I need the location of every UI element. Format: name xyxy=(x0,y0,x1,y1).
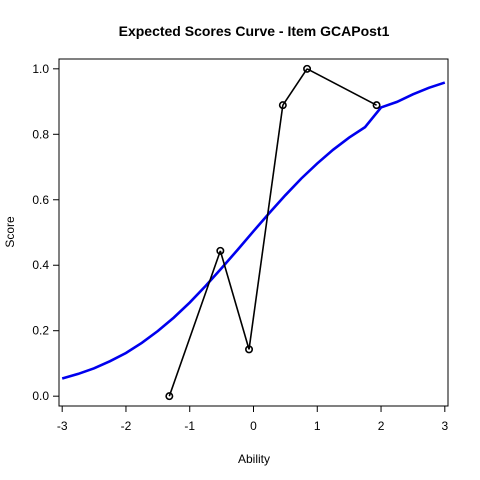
observed-segment xyxy=(219,250,250,350)
expected-score-curve xyxy=(61,81,446,380)
observed-segment xyxy=(306,68,377,106)
chart-title: Expected Scores Curve - Item GCAPost1 xyxy=(119,23,390,39)
x-tick-label: 1 xyxy=(314,419,321,433)
x-tick-label: 3 xyxy=(441,419,448,433)
x-tick-label: -2 xyxy=(121,419,132,433)
x-tick-label: -1 xyxy=(184,419,195,433)
x-tick-label: -3 xyxy=(57,419,68,433)
y-tick-label: 0.0 xyxy=(32,389,49,403)
y-axis-label: Score xyxy=(3,216,17,248)
observed-point xyxy=(372,101,381,110)
x-axis: -3 -2 -1 0 1 2 3 xyxy=(57,406,448,433)
x-axis-label: Ability xyxy=(238,452,270,466)
observed-point xyxy=(303,64,312,73)
y-tick-label: 0.4 xyxy=(32,258,49,272)
observed-point xyxy=(245,345,254,354)
x-tick-label: 0 xyxy=(250,419,257,433)
y-axis: 0.0 0.2 0.4 0.6 0.8 1.0 xyxy=(32,62,59,403)
observed-point xyxy=(216,246,225,255)
y-tick-label: 0.2 xyxy=(32,324,49,338)
y-tick-label: 1.0 xyxy=(32,62,49,76)
observed-segment xyxy=(282,68,308,106)
observed-point xyxy=(165,392,174,401)
y-tick-label: 0.6 xyxy=(32,193,49,207)
observed-layer xyxy=(165,64,381,401)
y-tick-label: 0.8 xyxy=(32,127,49,141)
expected-curve-layer xyxy=(61,81,446,380)
observed-segment xyxy=(248,105,284,350)
x-tick-label: 2 xyxy=(378,419,385,433)
observed-point xyxy=(278,101,287,110)
observed-segment xyxy=(168,250,222,397)
